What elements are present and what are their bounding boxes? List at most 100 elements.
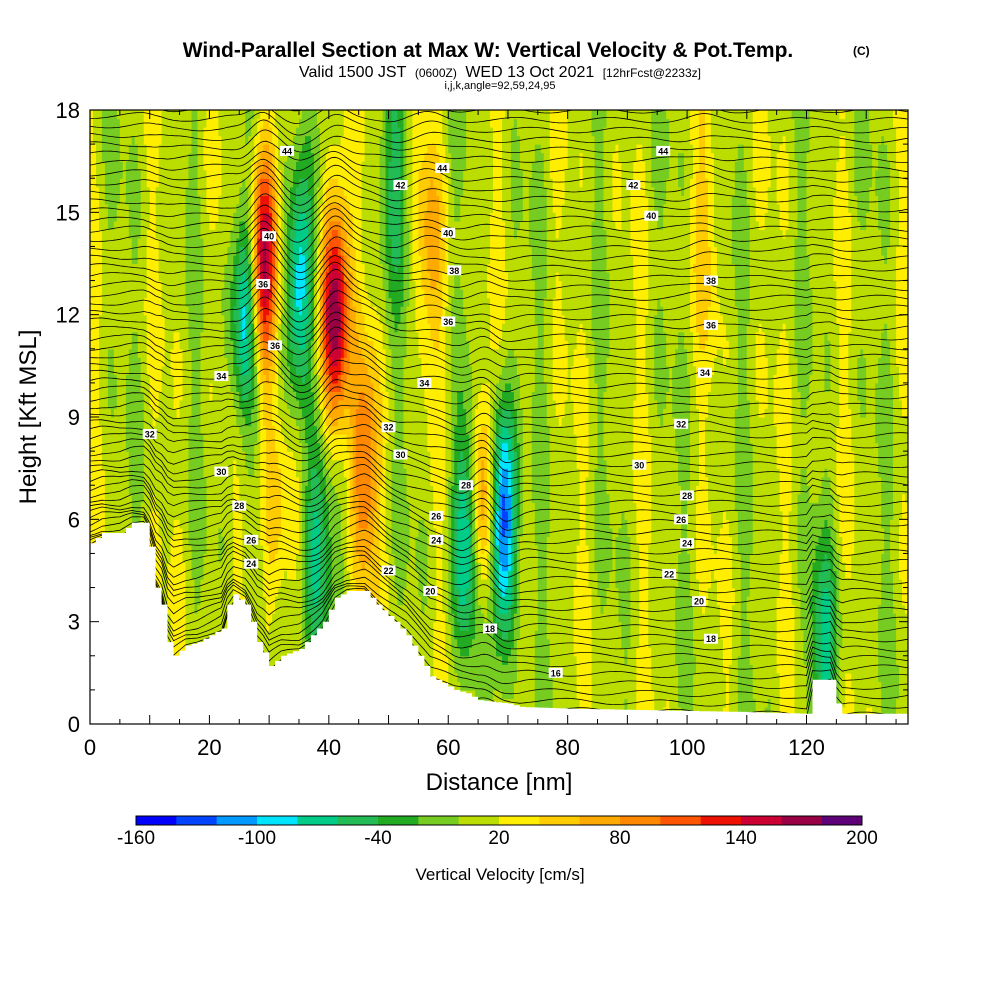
field-cell [158,417,163,427]
field-cell [185,434,190,444]
field-cell [116,297,121,307]
field-cell [143,348,148,358]
field-cell [98,510,103,520]
field-cell [158,519,163,529]
field-cell [101,374,106,384]
field-cell [155,434,160,444]
field-cell [125,502,130,512]
field-cell [155,118,160,128]
field-cell [90,502,94,512]
field-cell [143,340,148,350]
field-cell [131,212,136,222]
field-cell [158,186,163,196]
field-cell [158,331,163,341]
field-cell [104,110,109,120]
field-cell [155,331,160,341]
field-cell [170,340,175,350]
field-cell [155,365,160,375]
field-cell [194,434,199,444]
field-cell [92,425,97,435]
field-cell [143,382,148,393]
field-cell [95,186,100,196]
field-cell [95,527,100,537]
field-cell [104,417,109,427]
field-cell [167,272,172,282]
field-cell [170,331,175,341]
field-cell [158,169,163,179]
field-cell [113,451,118,461]
field-cell [107,442,112,452]
field-cell [95,135,100,145]
field-cell [164,186,169,196]
field-cell [128,314,133,324]
field-cell [191,468,196,478]
field-cell [185,186,190,196]
field-cell [134,374,139,384]
field-cell [92,263,97,273]
field-cell [191,297,196,307]
field-cell [92,340,97,350]
field-cell [95,485,100,495]
field-cell [95,493,100,503]
field-cell [185,442,190,452]
field-cell [113,280,118,290]
field-cell [164,144,169,154]
field-cell [155,536,160,546]
field-cell [104,434,109,444]
field-cell [191,604,196,614]
field-cell [170,220,175,230]
field-cell [137,510,142,520]
field-cell [104,442,109,452]
field-cell [191,493,196,503]
field-cell [155,246,160,256]
field-cell [90,331,94,341]
field-cell [167,135,172,145]
field-cell [128,169,133,179]
field-cell [182,161,187,171]
field-cell [167,195,172,205]
field-cell [90,152,94,162]
field-cell [116,254,121,265]
field-cell [98,254,103,265]
field-cell [110,468,115,478]
field-cell [188,561,193,572]
field-cell [104,425,109,435]
field-cell [104,306,109,316]
field-cell [164,135,169,145]
field-cell [146,476,151,486]
field-cell [167,152,172,162]
field-cell [113,399,118,410]
field-cell [134,493,139,503]
field-cell [131,254,136,265]
field-cell [128,127,133,137]
field-cell [131,468,136,478]
field-cell [128,493,133,503]
field-cell [125,110,130,120]
field-cell [113,340,118,350]
field-cell [158,144,163,154]
field-cell [161,297,166,307]
field-cell [122,417,127,427]
field-cell [179,331,184,341]
field-cell [104,502,109,512]
field-cell [143,229,148,239]
field-cell [173,493,178,503]
field-cell [173,331,178,341]
field-cell [110,382,115,393]
field-cell [119,263,124,273]
field-cell [110,434,115,444]
field-cell [110,280,115,290]
field-cell [146,382,151,393]
field-cell [134,476,139,486]
field-cell [116,178,121,188]
field-cell [185,246,190,256]
field-cell [149,442,154,452]
field-cell [179,519,184,529]
field-cell [161,237,166,248]
field-cell [158,272,163,282]
field-cell [137,289,142,299]
field-cell [158,408,163,418]
field-cell [179,110,184,120]
field-cell [173,647,178,657]
field-cell [143,280,148,290]
